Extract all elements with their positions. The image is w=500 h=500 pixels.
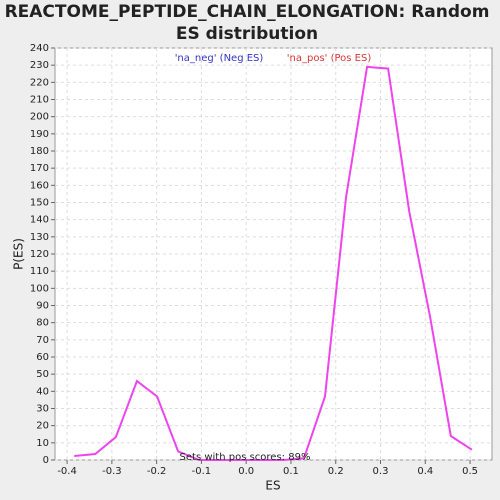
y-tick-label: 200 <box>30 112 49 123</box>
x-tick-label: 0.5 <box>462 466 478 477</box>
y-tick-label: 50 <box>36 369 49 380</box>
y-tick-label: 30 <box>36 404 49 415</box>
x-tick-label: 0.0 <box>238 466 254 477</box>
y-tick-label: 240 <box>30 43 49 54</box>
annotation: Sets with pos scores: 89% <box>180 452 311 463</box>
y-tick-label: 110 <box>30 266 49 277</box>
y-axis-label: P(ES) <box>12 238 26 270</box>
x-tick-label: 0.1 <box>283 466 299 477</box>
chart-title: ES distribution <box>176 24 318 44</box>
legend-entry: 'na_neg' (Neg ES) <box>175 53 264 64</box>
y-tick-label: 10 <box>36 438 49 449</box>
x-tick-label: -0.4 <box>57 466 77 477</box>
y-tick-label: 130 <box>30 232 49 243</box>
y-tick-label: 170 <box>30 163 49 174</box>
y-tick-label: 150 <box>30 198 49 209</box>
y-tick-label: 220 <box>30 77 49 88</box>
y-tick-label: 20 <box>36 421 49 432</box>
legend-entry: 'na_pos' (Pos ES) <box>287 53 372 64</box>
chart-title: REACTOME_PEPTIDE_CHAIN_ELONGATION: Rando… <box>5 2 490 22</box>
y-tick-label: 140 <box>30 215 49 226</box>
y-tick-label: 80 <box>36 318 49 329</box>
x-tick-label: 0.3 <box>373 466 389 477</box>
x-axis-label: ES <box>265 479 280 493</box>
x-tick-label: 0.4 <box>417 466 433 477</box>
x-tick-label: -0.2 <box>147 466 167 477</box>
y-tick-label: 70 <box>36 335 49 346</box>
y-tick-label: 60 <box>36 352 49 363</box>
y-tick-label: 230 <box>30 60 49 71</box>
y-tick-label: 210 <box>30 95 49 106</box>
y-tick-label: 120 <box>30 249 49 260</box>
x-tick-label: -0.1 <box>192 466 212 477</box>
series-line <box>74 65 473 461</box>
x-tick-label: -0.3 <box>102 466 122 477</box>
y-tick-label: 100 <box>30 283 49 294</box>
y-tick-label: 0 <box>43 455 49 466</box>
y-tick-label: 40 <box>36 386 49 397</box>
y-tick-label: 180 <box>30 146 49 157</box>
y-tick-label: 160 <box>30 180 49 191</box>
y-tick-label: 190 <box>30 129 49 140</box>
x-tick-label: 0.2 <box>328 466 344 477</box>
y-tick-label: 90 <box>36 301 49 312</box>
